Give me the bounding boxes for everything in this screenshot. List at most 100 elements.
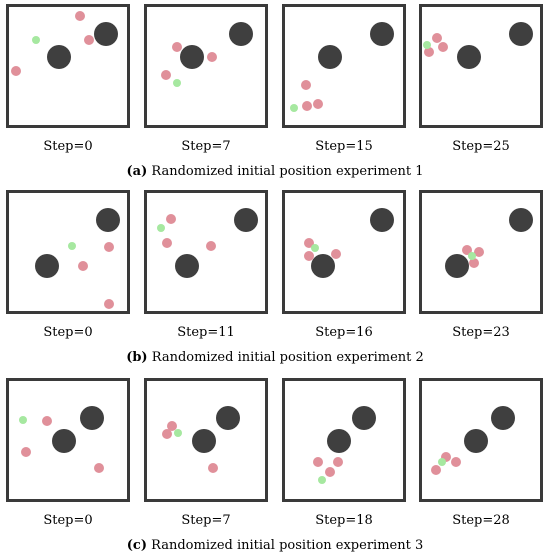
step-label: Step=0 bbox=[43, 513, 93, 528]
obstacle bbox=[52, 429, 77, 454]
red-agent bbox=[313, 98, 324, 109]
step-label: Step=23 bbox=[452, 325, 510, 340]
sim-panel bbox=[419, 190, 543, 314]
caption-text: Randomized initial position experiment 2 bbox=[151, 350, 424, 365]
red-agent bbox=[205, 241, 216, 252]
red-agent bbox=[20, 446, 31, 457]
obstacle bbox=[229, 22, 254, 47]
red-agent bbox=[206, 51, 217, 62]
red-agent bbox=[440, 451, 451, 462]
red-agent bbox=[104, 242, 115, 253]
caption-letter: (b) bbox=[126, 350, 148, 365]
obstacle bbox=[46, 44, 71, 69]
green-agent bbox=[157, 224, 166, 233]
obstacle bbox=[457, 44, 482, 69]
red-agent bbox=[313, 457, 324, 468]
obstacle bbox=[369, 208, 394, 233]
obstacle bbox=[352, 405, 377, 430]
obstacle bbox=[34, 254, 59, 279]
obstacle bbox=[96, 208, 121, 233]
red-agent bbox=[451, 457, 462, 468]
obstacle bbox=[509, 208, 534, 233]
obstacle bbox=[369, 22, 394, 47]
red-agent bbox=[208, 463, 219, 474]
red-agent bbox=[160, 70, 171, 81]
green-agent bbox=[290, 104, 299, 113]
green-agent bbox=[422, 40, 431, 49]
green-agent bbox=[173, 428, 182, 437]
red-agent bbox=[468, 257, 479, 268]
obstacle bbox=[464, 429, 489, 454]
red-agent bbox=[302, 101, 313, 112]
red-agent bbox=[41, 416, 52, 427]
green-agent bbox=[317, 476, 326, 485]
red-agent bbox=[473, 247, 484, 257]
red-agent bbox=[461, 244, 472, 255]
obstacle bbox=[93, 22, 118, 47]
red-agent bbox=[432, 32, 443, 43]
obstacle bbox=[234, 208, 259, 233]
caption-text: Randomized initial position experiment 3 bbox=[151, 538, 424, 553]
red-agent bbox=[303, 237, 314, 248]
sim-panel bbox=[282, 190, 406, 314]
red-agent bbox=[84, 35, 95, 46]
obstacle bbox=[179, 44, 204, 69]
step-label: Step=7 bbox=[181, 139, 231, 154]
step-label: Step=25 bbox=[452, 139, 510, 154]
red-agent bbox=[11, 65, 22, 76]
obstacle bbox=[445, 254, 470, 279]
red-agent bbox=[438, 42, 449, 53]
red-agent bbox=[166, 420, 177, 431]
obstacle bbox=[191, 429, 216, 454]
red-agent bbox=[104, 298, 115, 309]
step-label: Step=0 bbox=[43, 325, 93, 340]
red-agent bbox=[93, 463, 104, 474]
red-agent bbox=[301, 79, 312, 90]
red-agent bbox=[324, 466, 335, 477]
obstacle bbox=[509, 22, 534, 47]
caption-letter: (c) bbox=[126, 538, 147, 553]
red-agent bbox=[162, 237, 173, 248]
step-label: Step=16 bbox=[315, 325, 373, 340]
green-agent bbox=[172, 78, 181, 87]
red-agent bbox=[303, 250, 314, 261]
green-agent bbox=[67, 242, 76, 251]
sim-panel bbox=[6, 378, 130, 502]
step-label: Step=28 bbox=[452, 513, 510, 528]
sim-panel bbox=[144, 4, 268, 128]
step-label: Step=7 bbox=[181, 513, 231, 528]
sim-panel bbox=[144, 378, 268, 502]
caption-letter: (a) bbox=[126, 164, 148, 179]
green-agent bbox=[467, 251, 476, 260]
sim-panel bbox=[419, 378, 543, 502]
step-label: Step=18 bbox=[315, 513, 373, 528]
red-agent bbox=[330, 249, 341, 260]
red-agent bbox=[333, 457, 344, 468]
green-agent bbox=[438, 458, 447, 467]
step-label: Step=15 bbox=[315, 139, 373, 154]
red-agent bbox=[74, 11, 85, 22]
caption-text: Randomized initial position experiment 1 bbox=[151, 164, 424, 179]
obstacle bbox=[310, 254, 335, 279]
sim-panel bbox=[282, 378, 406, 502]
sim-panel bbox=[282, 4, 406, 128]
obstacle bbox=[491, 405, 516, 430]
red-agent bbox=[431, 464, 442, 475]
green-agent bbox=[32, 36, 41, 45]
red-agent bbox=[165, 213, 176, 224]
obstacle bbox=[327, 429, 352, 454]
green-agent bbox=[19, 415, 28, 424]
step-label: Step=11 bbox=[177, 325, 235, 340]
obstacle bbox=[317, 44, 342, 69]
red-agent bbox=[162, 429, 173, 440]
subfigure-caption: (b) Randomized initial position experime… bbox=[0, 350, 550, 366]
red-agent bbox=[171, 42, 182, 53]
subfigure-caption: (c) Randomized initial position experime… bbox=[0, 538, 550, 554]
subfigure-caption: (a) Randomized initial position experime… bbox=[0, 164, 550, 180]
sim-panel bbox=[6, 4, 130, 128]
obstacle bbox=[79, 405, 104, 430]
step-label: Step=0 bbox=[43, 139, 93, 154]
obstacle bbox=[216, 405, 241, 430]
obstacle bbox=[175, 254, 200, 279]
